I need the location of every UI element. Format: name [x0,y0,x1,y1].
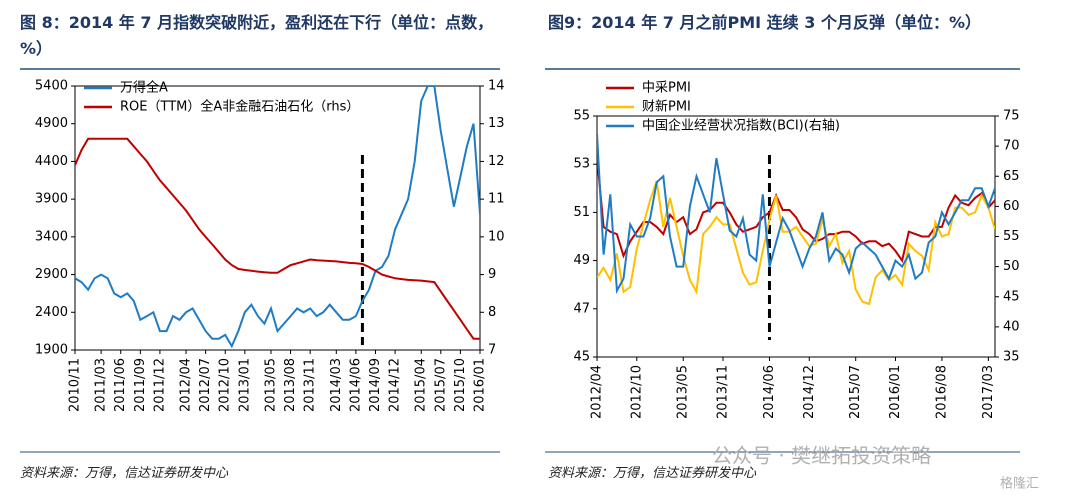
x-tick-label: 2013/11 [716,365,731,419]
x-tick-label: 2012/10 [629,365,644,419]
x-tick-label: 2015/10 [453,358,468,412]
y2-tick-label: 9 [488,267,496,282]
x-tick-label: 2010/11 [68,358,83,412]
y2-tick-label: 55 [1003,229,1020,244]
x-tick-label: 2016/01 [473,358,488,412]
source: 资料来源：万得，信达证券研发中心 [20,466,229,481]
y-tick-label: 5400 [35,79,68,94]
chart-title: 图9：2014 年 7 月之前PMI 连续 3 个月反弹（单位：%） [548,13,981,32]
y2-tick-label: 75 [1003,109,1020,124]
y-tick-label: 3400 [35,229,68,244]
x-tick-label: 2015/07 [848,365,863,419]
y-tick-label: 2400 [35,305,68,320]
x-tick-label: 2014/06 [762,365,777,419]
series-line [597,134,995,295]
legend-label: 万得全A [120,80,168,96]
y2-tick-label: 10 [488,229,505,244]
y2-tick-label: 13 [488,116,505,131]
y-tick-label: 49 [573,253,590,268]
x-tick-label: 2011/09 [133,358,148,412]
x-tick-label: 2014/12 [802,365,817,419]
x-tick-label: 2013/01 [237,358,252,412]
y2-tick-label: 8 [488,305,496,320]
x-tick-label: 2014/09 [368,358,383,412]
x-tick-label: 2011/03 [94,358,109,412]
y-tick-label: 53 [573,157,590,172]
x-tick-label: 2013/05 [263,358,278,412]
x-tick-label: 2011/12 [152,358,167,412]
y2-tick-label: 60 [1003,199,1020,214]
x-tick-label: 2014/12 [388,358,403,412]
x-tick-label: 2013/05 [676,365,691,419]
x-tick-label: 2014/03 [329,358,344,412]
watermark-brand: 格隆汇 [1000,476,1039,492]
x-tick-label: 2012/04 [590,365,605,419]
y-tick-label: 47 [573,301,590,316]
series-line [75,137,480,340]
x-tick-label: 2015/04 [414,358,429,412]
y2-tick-label: 14 [488,79,505,94]
series-line [597,180,995,306]
y-tick-label: 45 [573,350,590,365]
y2-tick-label: 50 [1003,259,1020,274]
y2-tick-label: 40 [1003,319,1020,334]
y2-tick-label: 11 [488,192,505,207]
y-tick-label: 2900 [35,267,68,282]
x-tick-label: 2013/11 [303,358,318,412]
y-tick-label: 4400 [35,154,68,169]
x-tick-label: 2014/06 [348,358,363,412]
x-tick-label: 2013/08 [283,358,298,412]
legend-label: ROE（TTM）全A非金融石油石化（rhs） [120,99,359,115]
y-tick-label: 55 [573,109,590,124]
x-tick-label: 2011/06 [113,358,128,412]
y2-tick-label: 65 [1003,169,1020,184]
x-tick-label: 2012/10 [218,358,233,412]
y-tick-label: 4900 [35,116,68,131]
series-line [597,156,995,264]
source: 资料来源：万得，信达证券研发中心 [548,466,757,481]
y2-tick-label: 45 [1003,289,1020,304]
y-tick-label: 51 [573,205,590,220]
y2-tick-label: 70 [1003,139,1020,154]
y2-tick-label: 35 [1003,350,1020,365]
watermark: 公众号 · 樊继拓投资策略 [712,444,931,468]
y2-tick-label: 12 [488,154,505,169]
legend-label: 中采PMI [642,81,691,96]
x-tick-label: 2012/07 [198,358,213,412]
y-tick-label: 1900 [35,343,68,358]
x-tick-label: 2016/01 [888,365,903,419]
chart-title: 图 8：2014 年 7 月指数突破附近，盈利还在下行（单位：点数，%） [20,13,494,58]
legend-label: 财新PMI [642,99,691,115]
y2-tick-label: 7 [488,343,496,358]
x-tick-label: 2015/07 [433,358,448,412]
y-tick-label: 3900 [35,192,68,207]
x-tick-label: 2012/04 [179,358,194,412]
x-tick-label: 2017/03 [981,365,996,419]
x-tick-label: 2016/08 [934,365,949,419]
legend-label: 中国企业经营状况指数(BCI)(右轴) [642,118,840,134]
plot-frame [74,85,481,351]
series-line [75,86,480,349]
